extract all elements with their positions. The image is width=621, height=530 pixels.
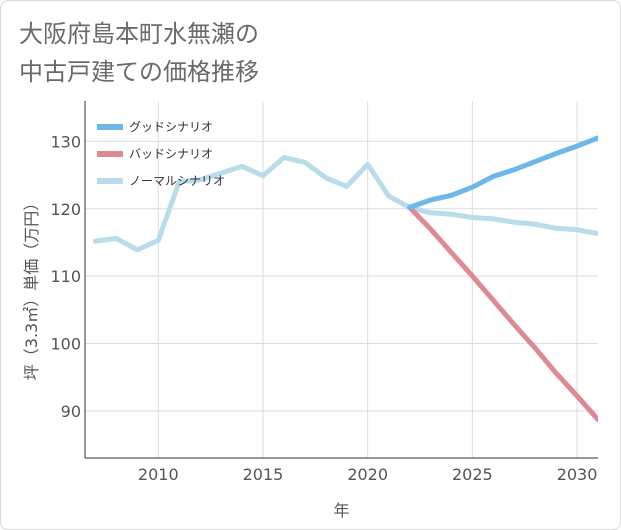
legend-label-bad: バッドシナリオ — [129, 147, 213, 161]
x-tick-label: 2030 — [557, 465, 598, 484]
legend-label-normal: ノーマルシナリオ — [129, 174, 225, 188]
y-tick-label: 100 — [50, 334, 81, 353]
x-tick-label: 2020 — [347, 465, 388, 484]
series-line-bad — [407, 204, 598, 423]
y-tick-label: 110 — [50, 267, 81, 286]
series-layer — [93, 135, 598, 423]
title-line-1: 大阪府島本町水無瀬の — [19, 20, 259, 48]
tick-label-layer: 90 100 110 120 130 2010 2015 2020 2025 2030 — [50, 132, 597, 484]
y-axis-title: 坪（3.3㎡）単価（万円） — [22, 195, 41, 380]
x-axis-title: 年 — [333, 501, 349, 520]
x-tick-label: 2025 — [452, 465, 493, 484]
x-tick-label: 2010 — [138, 465, 179, 484]
series-line-normal — [93, 155, 598, 253]
title-line-2: 中古戸建ての価格推移 — [19, 58, 259, 86]
y-tick-label: 130 — [50, 132, 81, 151]
axis-layer — [84, 101, 598, 459]
y-tick-label: 120 — [50, 200, 81, 219]
x-tick-label: 2015 — [243, 465, 284, 484]
series-line-good — [407, 135, 598, 210]
page-title: 大阪府島本町水無瀬の 中古戸建ての価格推移 — [19, 15, 259, 91]
y-tick-label: 90 — [61, 402, 81, 421]
legend-label-good: グッドシナリオ — [129, 120, 213, 134]
grid-layer — [85, 101, 598, 458]
